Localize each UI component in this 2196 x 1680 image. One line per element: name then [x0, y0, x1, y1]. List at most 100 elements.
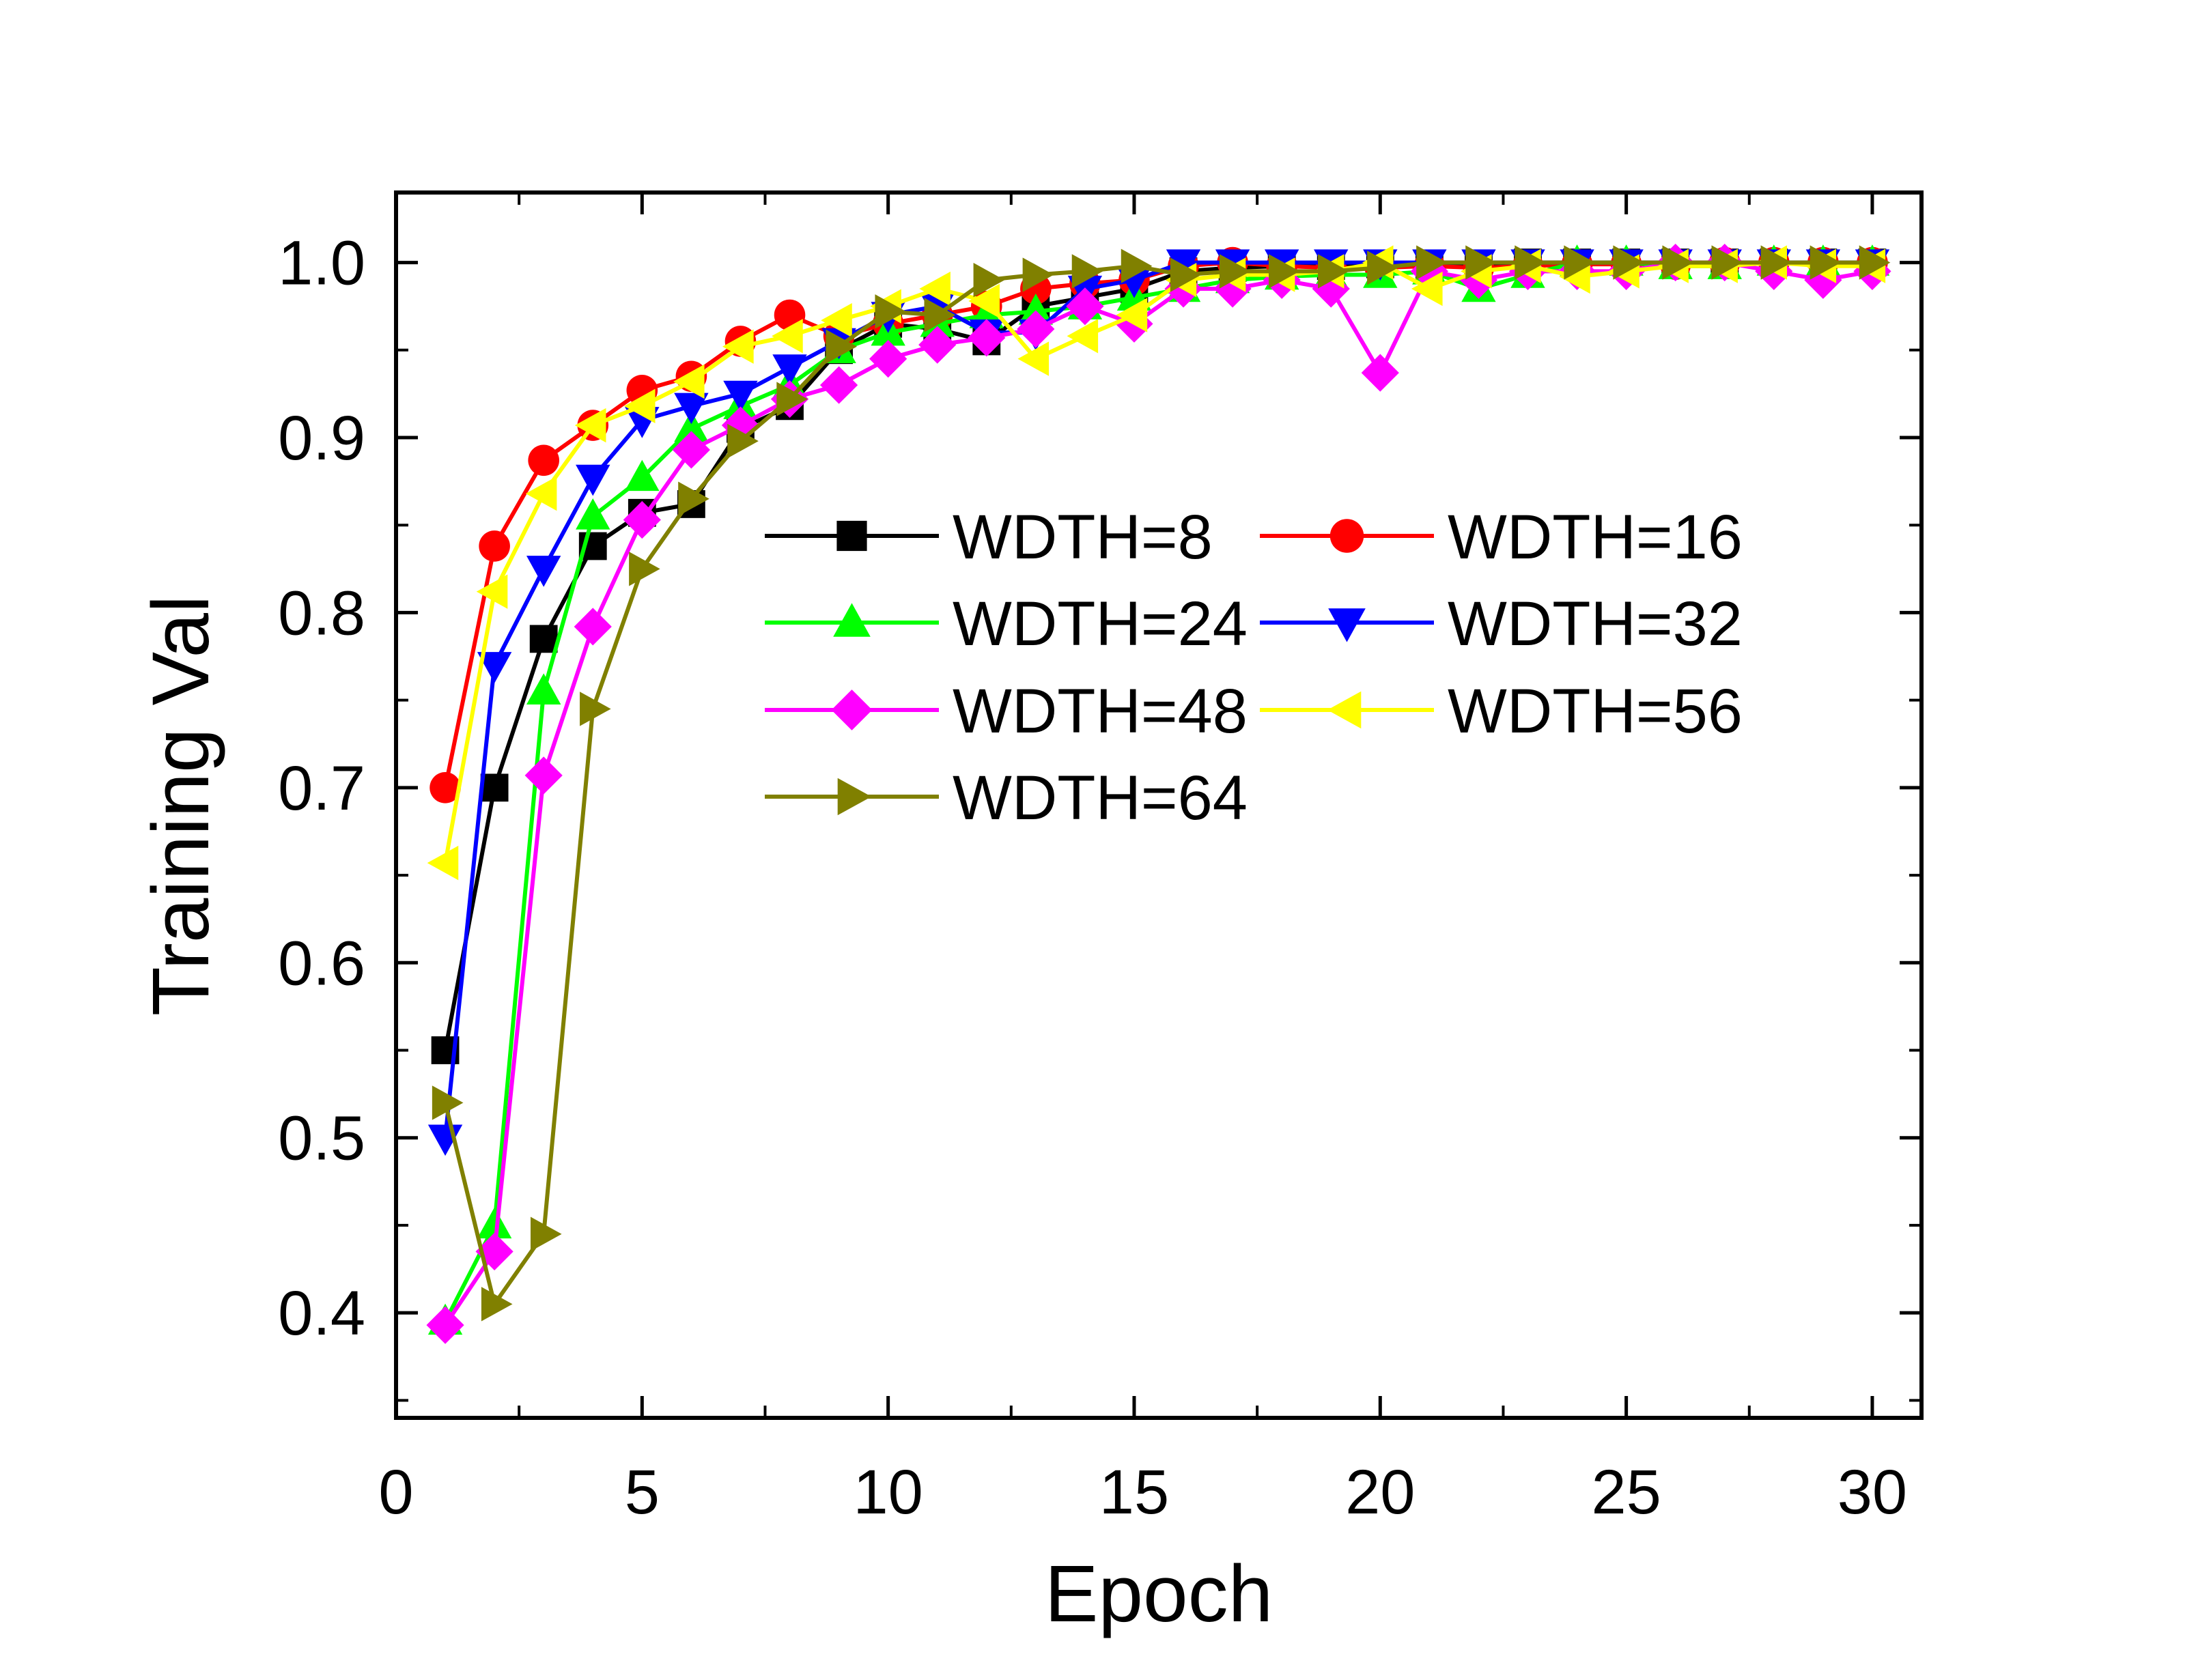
y-tick-label: 1.0 — [278, 229, 365, 298]
legend-label: WDTH=8 — [953, 502, 1213, 572]
x-tick-label: 5 — [625, 1457, 660, 1527]
data-point — [477, 1207, 512, 1239]
data-point — [1367, 251, 1398, 285]
x-axis-title: Epoch — [1045, 1549, 1273, 1639]
data-point — [528, 444, 559, 476]
data-point — [629, 552, 660, 586]
data-point — [673, 364, 705, 399]
data-point — [1219, 254, 1251, 289]
data-point — [1662, 245, 1694, 280]
data-point — [525, 476, 557, 511]
data-point — [430, 772, 461, 803]
y-tick-label: 0.6 — [278, 928, 365, 998]
x-tick-label: 30 — [1838, 1457, 1907, 1527]
y-tick-label: 0.5 — [278, 1104, 365, 1173]
data-point — [875, 294, 907, 329]
data-point — [1859, 245, 1891, 280]
legend-marker — [837, 778, 872, 816]
data-point — [1564, 245, 1595, 280]
data-point — [674, 393, 709, 425]
data-point — [625, 459, 660, 492]
data-point — [1116, 298, 1148, 332]
data-point — [1760, 245, 1792, 280]
data-point — [1361, 354, 1399, 392]
data-point — [529, 625, 558, 653]
data-point — [821, 302, 852, 338]
data-point — [924, 298, 956, 332]
data-point — [1066, 287, 1104, 326]
data-point — [576, 498, 610, 530]
data-point — [1711, 245, 1743, 280]
data-point — [776, 382, 808, 416]
data-point — [1810, 245, 1842, 280]
y-axis: 0.4 0.5 0.6 0.7 0.8 0.9 1.0 — [278, 229, 1922, 1402]
data-point — [919, 271, 951, 307]
data-point — [1022, 257, 1054, 292]
data-point — [1268, 254, 1300, 289]
data-point — [1017, 341, 1050, 376]
series-layer — [426, 243, 1891, 1344]
data-point — [723, 380, 758, 412]
data-point — [576, 464, 610, 496]
data-point — [524, 756, 563, 795]
legend-marker — [1329, 519, 1364, 553]
y-tick-label: 0.7 — [278, 754, 365, 823]
data-point — [722, 329, 754, 364]
data-point — [476, 574, 508, 609]
data-point — [1613, 245, 1645, 280]
data-point — [1318, 254, 1349, 289]
data-point — [1018, 293, 1054, 325]
plot-frame — [394, 190, 1924, 1420]
data-point — [1170, 257, 1202, 292]
legend-label: WDTH=64 — [953, 763, 1248, 833]
data-point — [526, 673, 561, 705]
data-point — [477, 652, 512, 683]
legend-entry: WDTH=24 — [765, 589, 1248, 659]
legend-label: WDTH=16 — [1448, 502, 1743, 572]
legend-label: WDTH=48 — [953, 677, 1248, 746]
x-tick-label: 25 — [1591, 1457, 1661, 1527]
data-point — [1312, 270, 1350, 308]
x-tick-label: 10 — [853, 1457, 923, 1527]
data-point — [432, 1085, 464, 1120]
data-point — [475, 1232, 513, 1270]
data-point — [574, 408, 606, 443]
y-tick-label: 0.4 — [278, 1279, 365, 1348]
x-tick-label: 0 — [378, 1457, 413, 1527]
legend-entry: WDTH=32 — [1260, 589, 1743, 659]
data-point — [1017, 310, 1055, 348]
data-point — [968, 283, 1000, 319]
data-point — [968, 319, 1006, 357]
data-point — [1465, 245, 1497, 280]
data-point — [869, 340, 907, 378]
legend-label: WDTH=32 — [1448, 589, 1743, 659]
x-axis: 0 5 10 15 20 25 30 — [378, 193, 1907, 1527]
data-point — [1067, 319, 1099, 354]
data-point — [1411, 271, 1443, 307]
data-point — [1071, 254, 1103, 289]
legend-entry: WDTH=64 — [765, 763, 1248, 833]
legend-marker — [833, 603, 871, 637]
data-point — [819, 366, 858, 404]
data-point — [674, 410, 709, 442]
x-tick-label: 15 — [1099, 1457, 1169, 1527]
data-point — [574, 608, 612, 646]
data-point — [1515, 245, 1546, 280]
data-point — [1121, 248, 1153, 283]
legend-label: WDTH=56 — [1448, 677, 1743, 746]
data-point — [1416, 245, 1448, 280]
data-point — [727, 423, 759, 459]
data-point — [826, 329, 857, 364]
legend-marker — [831, 689, 873, 730]
y-axis-title: Training Val — [136, 595, 226, 1016]
data-point — [918, 326, 957, 364]
legend-marker — [1328, 608, 1366, 642]
legend-marker — [1327, 691, 1362, 729]
legend-entry: WDTH=8 — [765, 502, 1213, 572]
data-point — [479, 530, 510, 562]
data-point — [623, 388, 656, 424]
series-7 — [432, 245, 1891, 1322]
y-tick-label: 0.9 — [278, 403, 365, 473]
legend-entry: WDTH=48 — [765, 677, 1248, 746]
